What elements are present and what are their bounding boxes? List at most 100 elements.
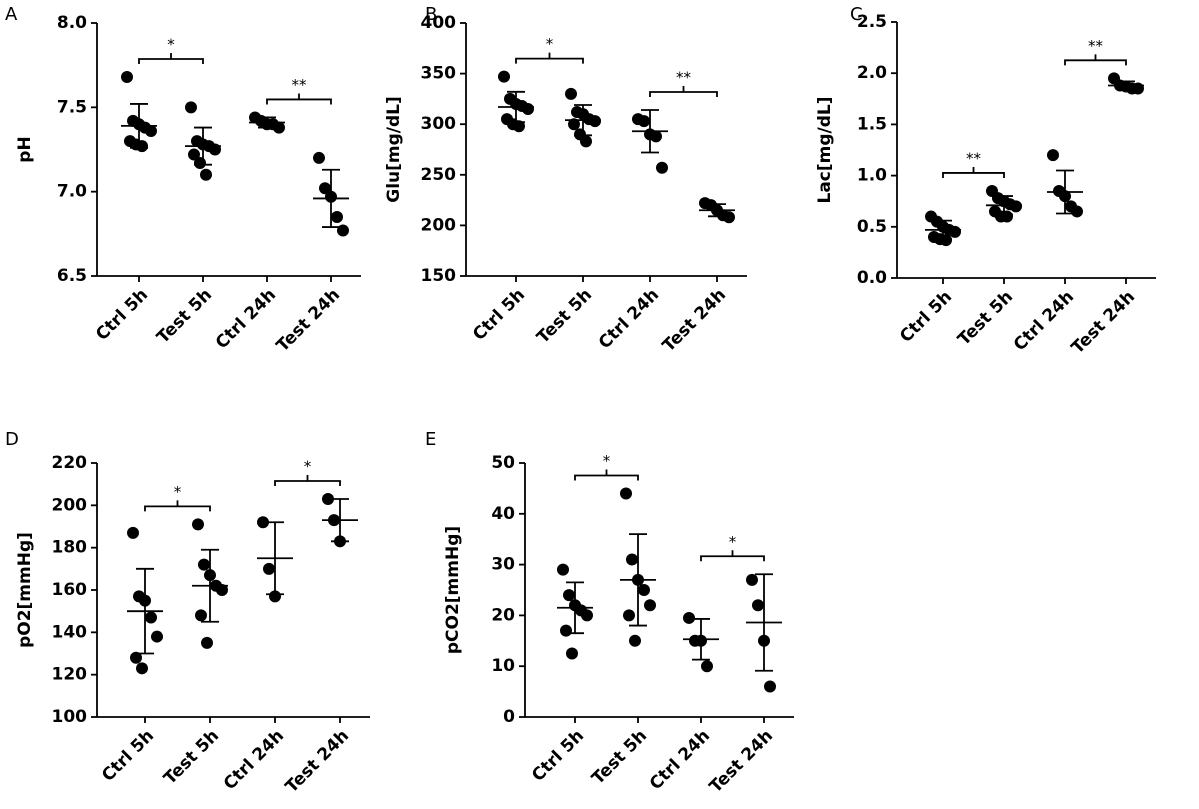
x-tick-label: Test 24h (273, 285, 344, 356)
y-tick-label: 220 (52, 453, 88, 473)
data-point (136, 140, 148, 153)
x-tick-label: Test 5h (160, 726, 223, 789)
data-point (560, 624, 572, 637)
y-axis-label: pH (15, 136, 35, 162)
error-bar (194, 126, 212, 166)
y-tick-label: 350 (421, 64, 457, 84)
y-tick-label: 160 (52, 580, 88, 600)
error-bar (708, 203, 726, 218)
significance-bracket (942, 166, 1005, 178)
data-point (1047, 149, 1059, 162)
error-bar (1056, 169, 1074, 215)
data-point (201, 636, 213, 649)
y-tick-label: 180 (52, 538, 88, 558)
significance-label: ** (676, 69, 692, 87)
data-point (1001, 210, 1013, 223)
error-bar (130, 103, 148, 149)
x-tick-label: Ctrl 5h (528, 726, 588, 786)
data-point (200, 168, 212, 181)
data-point (313, 151, 325, 164)
significance-label: * (603, 452, 611, 470)
y-axis-label: pCO2[mmHg] (443, 526, 463, 654)
x-tick-label: Ctrl 5h (469, 285, 529, 345)
significance-bracket (649, 86, 718, 98)
significance-label: * (174, 483, 182, 501)
data-point (557, 563, 569, 576)
data-point (194, 156, 206, 169)
x-tick-label: Test 24h (282, 726, 353, 797)
data-point (322, 492, 334, 505)
data-point (568, 118, 580, 131)
y-tick-label: 10 (491, 656, 515, 676)
error-bar (1117, 80, 1135, 91)
data-point (589, 115, 601, 128)
data-point (1071, 205, 1083, 218)
y-tick-label: 250 (421, 165, 457, 185)
data-point (498, 70, 510, 83)
data-point (522, 103, 534, 116)
data-point (185, 101, 197, 114)
y-tick-label: 2.0 (857, 63, 887, 83)
data-point (151, 630, 163, 643)
data-point (650, 130, 662, 143)
y-tick-label: 2.5 (857, 12, 887, 32)
significance-bracket (266, 93, 332, 105)
data-point (319, 182, 331, 195)
data-point (752, 599, 764, 612)
data-point (513, 120, 525, 133)
y-axis-label: Lac[mg/dL] (815, 96, 835, 203)
data-point (638, 584, 650, 596)
data-point (644, 599, 656, 612)
data-point (192, 518, 204, 531)
significance-bracket (144, 500, 211, 512)
error-bar (692, 618, 710, 661)
data-point (629, 634, 641, 647)
error-bar (934, 219, 952, 240)
y-tick-label: 1.5 (857, 114, 887, 134)
data-point (136, 662, 148, 675)
error-bar (201, 548, 219, 623)
data-point (565, 87, 577, 100)
y-tick-label: 140 (52, 622, 88, 642)
y-tick-label: 50 (491, 453, 515, 473)
x-tick-label: Ctrl 5h (98, 726, 158, 786)
y-tick-label: 6.5 (57, 266, 87, 286)
data-point (145, 611, 157, 624)
y-tick-label: 0.5 (857, 217, 887, 237)
y-tick-label: 0 (503, 707, 515, 727)
y-tick-label: 40 (491, 504, 515, 524)
error-bar (574, 104, 592, 137)
y-tick-label: 0.0 (857, 268, 887, 288)
y-tick-label: 20 (491, 605, 515, 625)
error-bar (629, 533, 647, 627)
y-tick-label: 150 (421, 266, 457, 286)
error-bar (641, 109, 659, 154)
y-tick-label: 200 (52, 495, 88, 515)
error-bar (566, 581, 584, 635)
significance-label: ** (966, 149, 982, 167)
y-tick-label: 200 (421, 215, 457, 235)
data-point (764, 680, 776, 693)
data-point (623, 609, 635, 622)
data-point (683, 611, 695, 624)
data-point (949, 225, 961, 238)
data-point (566, 647, 578, 660)
x-tick-label: Ctrl 5h (896, 287, 956, 347)
x-tick-label: Ctrl 24h (646, 726, 714, 794)
data-point (195, 609, 207, 622)
significance-bracket (515, 52, 584, 64)
error-bar (136, 567, 154, 655)
significance-bracket (574, 469, 639, 481)
data-point (216, 584, 228, 596)
data-point (257, 516, 269, 529)
significance-label: * (546, 35, 554, 53)
significance-label: * (167, 35, 175, 53)
error-bar (266, 521, 284, 596)
x-tick-label: Ctrl 24h (212, 285, 280, 353)
x-tick-label: Test 5h (533, 285, 596, 348)
data-point (127, 526, 139, 539)
x-tick-label: Test 5h (588, 726, 651, 789)
data-point (331, 210, 343, 223)
data-point (1010, 200, 1022, 213)
